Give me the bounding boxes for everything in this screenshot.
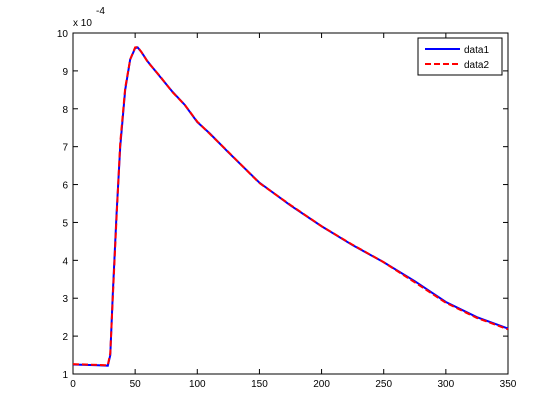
- x-tick-label: 200: [313, 379, 330, 390]
- x-tick-label: 350: [500, 379, 517, 390]
- legend-label: data2: [464, 60, 489, 71]
- data-line: [72, 45, 509, 367]
- x-tick-label: 0: [70, 379, 76, 390]
- plot-area: [72, 32, 509, 375]
- y-tick-label: 3: [62, 294, 68, 305]
- legend-label: data1: [464, 45, 489, 56]
- y-tick-label: 9: [62, 67, 68, 78]
- y-tick-label: 2: [62, 332, 68, 343]
- x-tick-label: 50: [130, 379, 142, 390]
- y-tick-label: 10: [57, 29, 69, 40]
- y-tick-label: 1: [62, 370, 68, 381]
- y-tick-label: 6: [62, 181, 68, 192]
- x-tick-label: 150: [251, 379, 268, 390]
- y-tick-label: 4: [62, 256, 68, 267]
- legend-box: [417, 37, 503, 76]
- y-multiplier-exponent: -4: [96, 6, 105, 17]
- x-tick-label: 100: [189, 379, 206, 390]
- y-tick-label: 7: [62, 143, 68, 154]
- x-tick-label: 300: [438, 379, 455, 390]
- y-tick-label: 8: [62, 105, 68, 116]
- y-multiplier: x 10: [73, 18, 92, 29]
- x-tick-label: 250: [375, 379, 392, 390]
- y-tick-label: 5: [62, 218, 68, 229]
